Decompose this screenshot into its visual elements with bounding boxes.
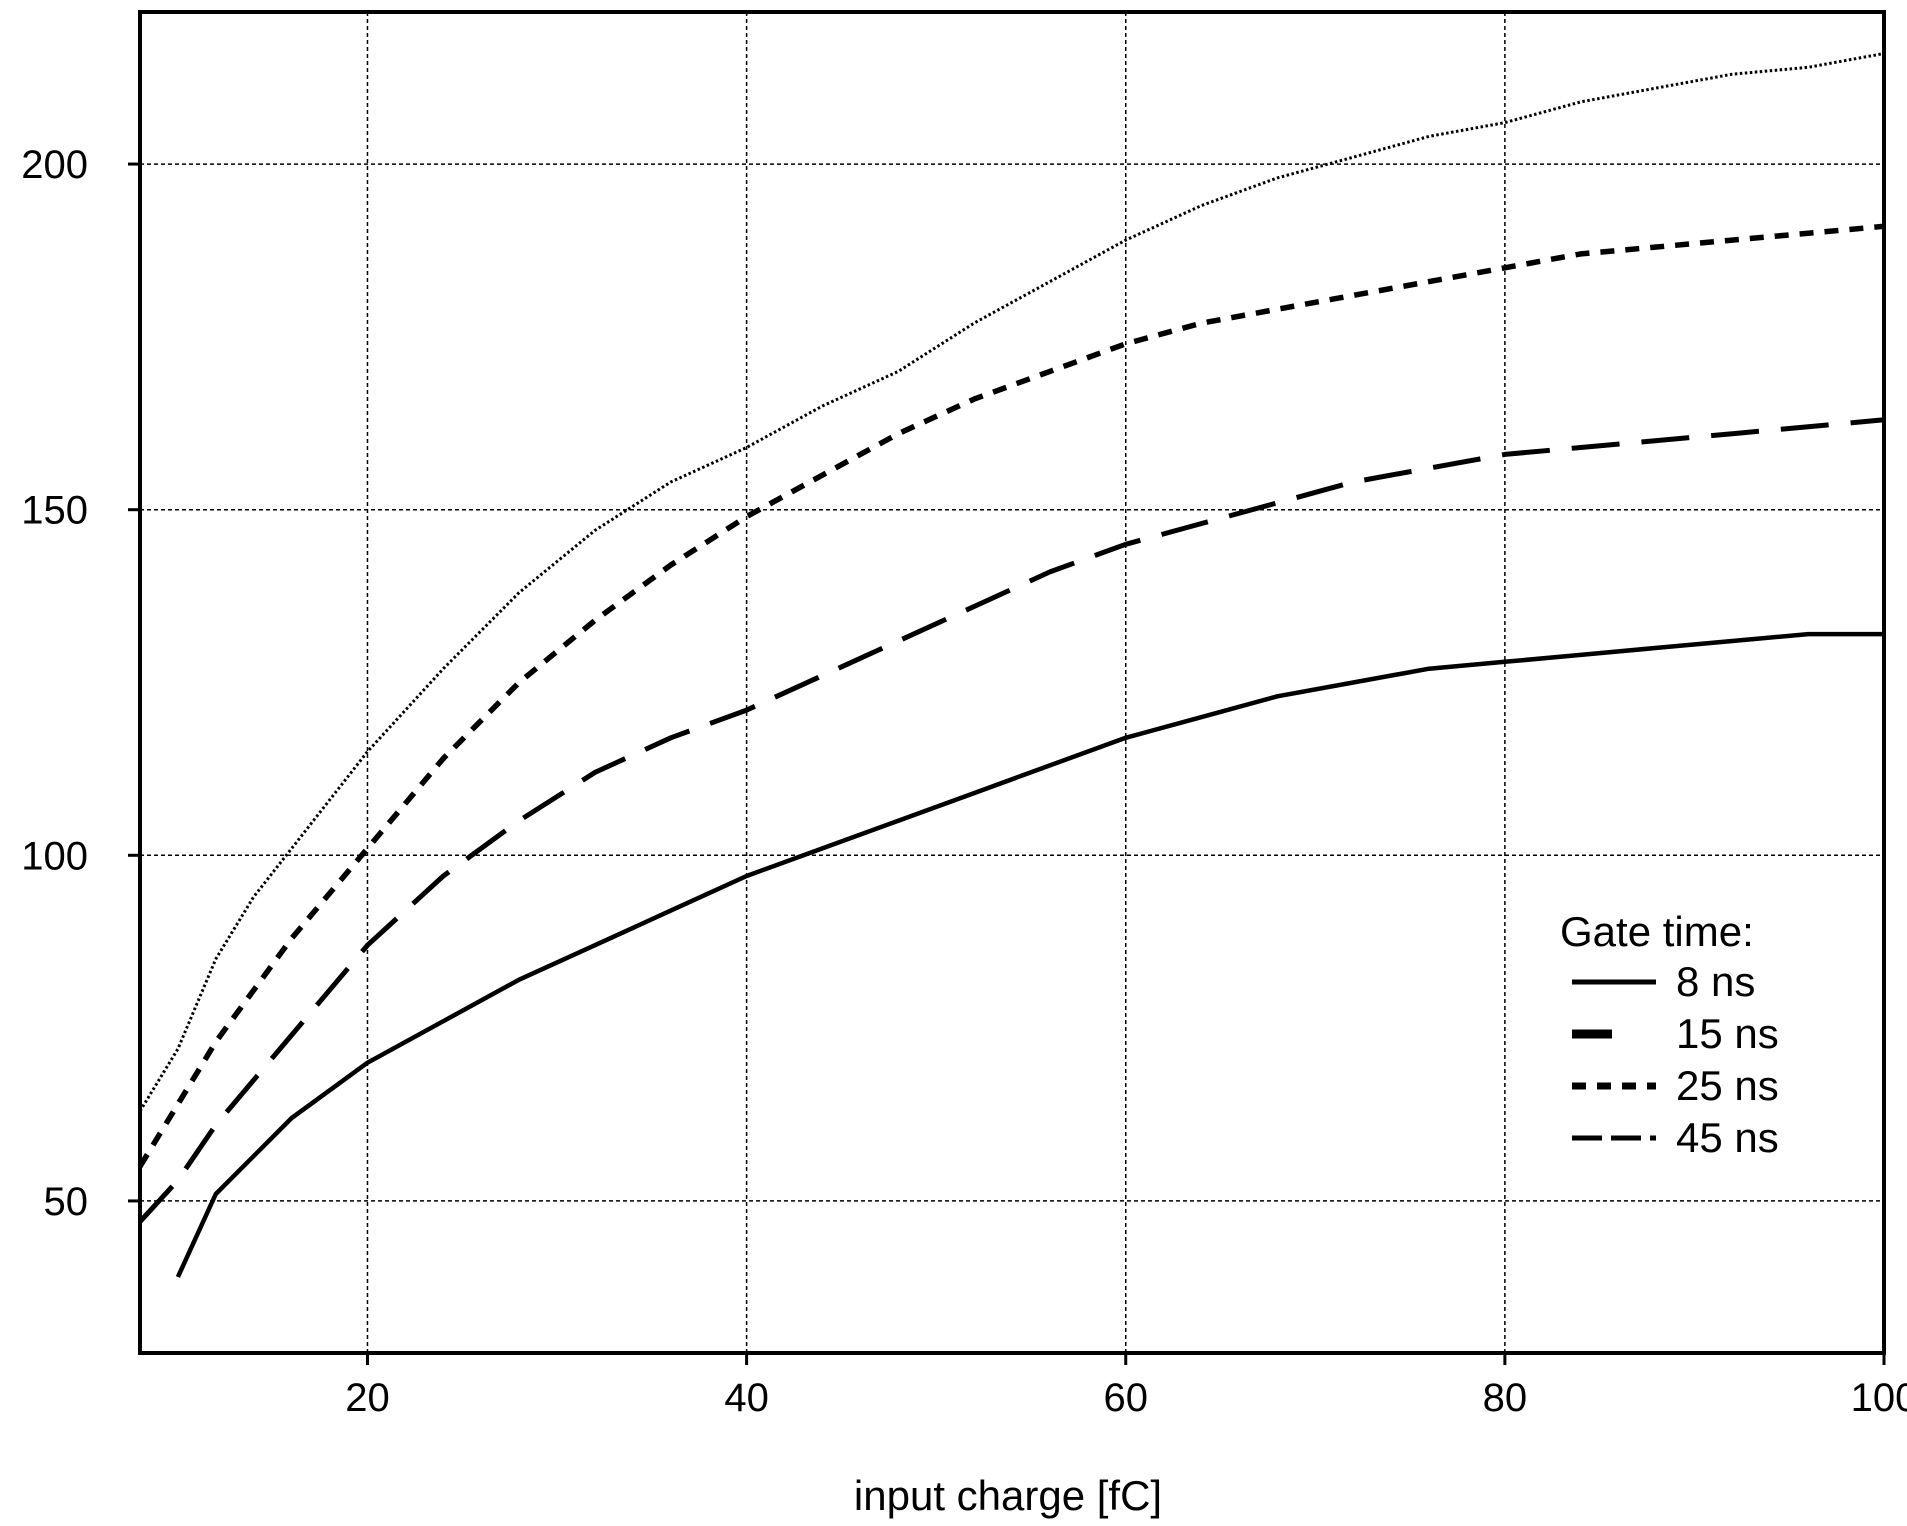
legend-label: 45 ns <box>1676 1114 1779 1161</box>
x-tick-label: 40 <box>724 1376 769 1420</box>
series-line-0 <box>175 631 1884 1278</box>
x-tick-label: 20 <box>345 1376 390 1420</box>
grid-lines <box>140 12 1885 1353</box>
x-tick-label: 60 <box>1103 1376 1148 1420</box>
legend: Gate time: 8 ns 15 ns 25 ns 45 ns <box>1560 908 1779 1161</box>
legend-label: 15 ns <box>1676 1010 1779 1057</box>
series-line-3 <box>138 52 1885 1112</box>
x-tick-label: 100 <box>1851 1376 1907 1420</box>
legend-label: 25 ns <box>1676 1062 1779 1109</box>
legend-title: Gate time: <box>1560 908 1754 955</box>
series-lines <box>137 52 1885 1278</box>
x-axis-title: input charge [fC] <box>854 1472 1162 1519</box>
y-tick-label: 50 <box>44 1180 89 1224</box>
y-tick-label: 200 <box>21 143 88 187</box>
y-tick-label: 100 <box>21 834 88 878</box>
legend-label: 8 ns <box>1676 958 1755 1005</box>
tick-labels: 20 40 60 80 100 50 100 150 200 <box>21 143 1907 1420</box>
plot-frame <box>138 10 1886 1355</box>
legend-entries: 8 ns 15 ns 25 ns 45 ns <box>1572 958 1779 1161</box>
series-line-2 <box>137 223 1885 1168</box>
y-tick-label: 150 <box>21 489 88 533</box>
x-tick-label: 80 <box>1483 1376 1528 1420</box>
series-line-1 <box>138 417 1885 1224</box>
